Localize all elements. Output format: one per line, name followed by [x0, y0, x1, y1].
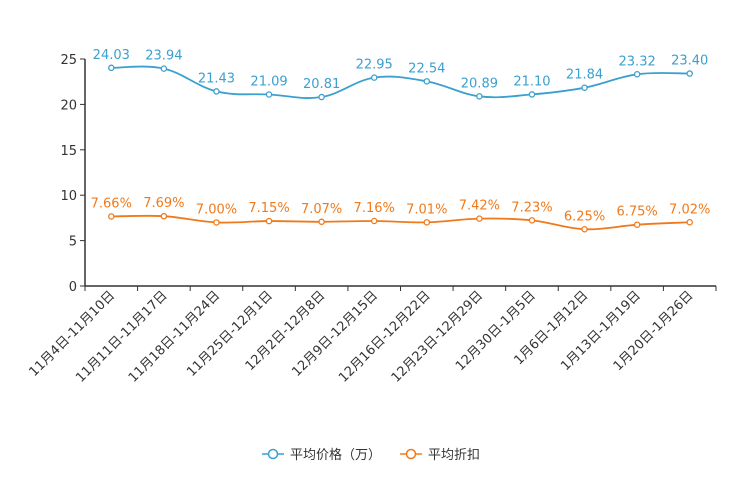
data-label: 6.25% — [564, 209, 605, 224]
data-label: 7.07% — [301, 202, 342, 217]
data-label: 22.95 — [356, 58, 393, 73]
y-ticks: 0 5 10 15 20 25 — [60, 53, 85, 295]
y-tick-label: 5 — [69, 235, 77, 250]
data-label: 20.81 — [303, 77, 340, 92]
data-label: 23.94 — [145, 49, 182, 64]
data-label: 7.15% — [248, 201, 289, 216]
data-label: 7.23% — [511, 200, 552, 215]
data-label: 7.00% — [196, 202, 237, 217]
series-0: 24.03 23.94 21.43 21.09 20.81 22.95 22.54 20.89… — [93, 48, 708, 101]
legend-discount-marker-icon — [405, 448, 417, 460]
data-point[interactable] — [265, 217, 273, 225]
data-point[interactable] — [370, 217, 378, 225]
data-point[interactable] — [686, 70, 693, 77]
data-label: 24.03 — [93, 48, 130, 63]
data-point[interactable] — [423, 78, 431, 85]
x-tick-label: 11月4日-11月10日 — [26, 288, 118, 380]
data-point[interactable] — [160, 65, 168, 72]
data-point[interactable] — [528, 91, 536, 98]
data-point[interactable] — [370, 74, 378, 81]
data-point[interactable] — [265, 91, 273, 98]
y-tick-label: 15 — [60, 144, 77, 159]
data-label: 7.66% — [91, 196, 132, 211]
data-label: 21.43 — [198, 71, 235, 86]
data-label: 7.02% — [669, 202, 710, 217]
legend-item-price[interactable]: 平均价格（万） — [262, 447, 381, 463]
data-label: 23.32 — [619, 54, 656, 69]
axes: 0 5 10 15 20 25 11月4日-11月10日11月11日-11月17日11月1… — [26, 53, 717, 386]
legend-price-marker-icon — [267, 448, 279, 460]
data-label: 6.75% — [616, 205, 657, 220]
data-point[interactable] — [476, 215, 483, 222]
x-tick-label: 11月11日-11月17日 — [73, 288, 170, 385]
data-point[interactable] — [213, 219, 220, 226]
data-point[interactable] — [581, 225, 588, 233]
data-point[interactable] — [633, 221, 641, 228]
data-label: 23.40 — [671, 54, 708, 69]
data-point[interactable] — [213, 88, 220, 95]
x-tick-label: 12月16日-12月22日 — [336, 288, 433, 385]
x-tick-label: 12月23日-12月29日 — [389, 288, 486, 385]
y-tick-label: 20 — [60, 98, 77, 113]
data-label: 7.01% — [406, 202, 447, 217]
data-point[interactable] — [633, 71, 641, 78]
x-tick-label: 11月18日-11月24日 — [126, 288, 223, 385]
data-point[interactable] — [108, 64, 115, 72]
y-tick-label: 25 — [60, 53, 77, 68]
legend-price-label: 平均价格（万） — [290, 447, 381, 463]
data-label: 20.89 — [461, 76, 498, 91]
series-layer: 24.03 23.94 21.43 21.09 20.81 22.95 22.54 20.89… — [91, 48, 710, 233]
series-line — [111, 65, 690, 99]
series-1: 7.66% 7.69% 7.00% 7.15% 7.07% 7.16% 7.01% 7.42%… — [91, 196, 710, 233]
data-label: 7.69% — [143, 196, 184, 211]
data-point[interactable] — [108, 213, 115, 220]
data-point[interactable] — [686, 219, 693, 226]
data-point[interactable] — [423, 219, 431, 226]
legend-item-discount[interactable]: 平均折扣 — [400, 448, 480, 463]
data-label: 22.54 — [408, 61, 445, 76]
data-point[interactable] — [318, 218, 325, 226]
legend[interactable]: 平均价格（万） 平均折扣 — [262, 447, 480, 463]
data-point[interactable] — [476, 93, 483, 100]
series-line — [111, 214, 690, 231]
data-point[interactable] — [528, 217, 536, 224]
data-label: 21.84 — [566, 68, 603, 83]
data-label: 21.10 — [513, 74, 550, 89]
data-label: 7.16% — [354, 201, 395, 216]
legend-discount-label: 平均折扣 — [428, 448, 480, 463]
data-label: 7.42% — [459, 199, 500, 214]
data-point[interactable] — [318, 93, 325, 101]
y-tick-label: 0 — [69, 280, 77, 295]
data-label: 21.09 — [250, 75, 287, 90]
y-tick-label: 10 — [60, 189, 77, 204]
data-point[interactable] — [581, 84, 588, 91]
x-ticks: 11月4日-11月10日11月11日-11月17日11月18日-11月24日11… — [26, 286, 717, 386]
data-point[interactable] — [160, 212, 168, 220]
